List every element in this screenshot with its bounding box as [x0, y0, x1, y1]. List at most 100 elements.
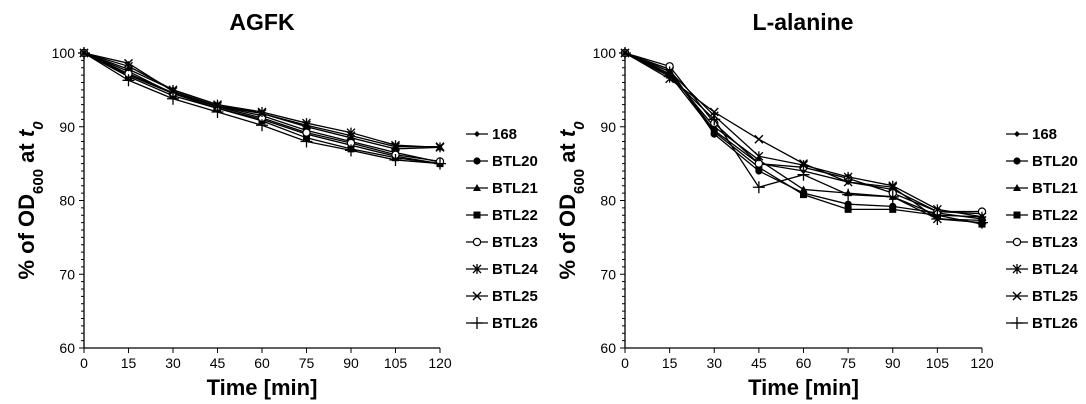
data-point — [800, 191, 807, 199]
legend-item: BTL25 — [466, 288, 538, 305]
legend-label: BTL22 — [492, 207, 538, 224]
y-tick-label: 100 — [593, 45, 617, 61]
x-tick-label: 45 — [751, 355, 767, 371]
legend-label: BTL21 — [1032, 180, 1078, 197]
y-tick-label: 80 — [600, 193, 616, 209]
y-tick-label: 100 — [52, 45, 76, 61]
x-tick-label: 105 — [384, 355, 408, 371]
series-line — [83, 52, 441, 150]
legend-item: BTL25 — [1006, 288, 1078, 305]
data-point — [257, 108, 267, 118]
data-point — [345, 144, 357, 157]
legend-label: BTL25 — [492, 288, 538, 305]
y-tick-label: 60 — [600, 340, 616, 356]
x-tick-label: 30 — [706, 355, 722, 371]
data-point — [256, 119, 268, 132]
legend-item: BTL22 — [1006, 207, 1078, 224]
y-axis-title-part: 0 — [571, 121, 588, 130]
legend-item: BTL24 — [466, 261, 539, 278]
legend-label: BTL24 — [1032, 261, 1079, 278]
series-line — [83, 52, 441, 149]
y-axis-title: % of OD600 at t0 — [14, 121, 47, 280]
y-axis-title-part: 0 — [30, 121, 47, 130]
legend-item: 168 — [466, 126, 517, 143]
data-point — [843, 177, 853, 187]
legend-label: BTL21 — [492, 180, 538, 197]
data-point — [886, 190, 899, 203]
y-axis-title-part: % of OD — [555, 194, 580, 280]
data-point — [434, 157, 446, 170]
data-point — [211, 106, 224, 118]
chart-panel-1: AGFK 60 70 80 90 100 0 15 30 45 60 75 90 105 120 Time [… — [14, 9, 539, 400]
data-point — [300, 135, 313, 148]
legend-item: BTL21 — [466, 180, 538, 197]
legend-label: BTL22 — [1032, 207, 1078, 224]
data-point — [122, 74, 135, 87]
legend-marker — [1012, 237, 1022, 247]
x-tick-label: 60 — [254, 355, 270, 371]
legend-item: BTL23 — [466, 234, 538, 251]
legend-label: BTL26 — [1032, 315, 1078, 332]
x-tick-label: 60 — [796, 355, 812, 371]
x-tick-label: 45 — [210, 355, 226, 371]
data-point — [709, 107, 719, 117]
legend-label: BTL25 — [1032, 288, 1078, 305]
series-BTL25 — [79, 48, 445, 152]
series-line — [83, 52, 440, 148]
legend-item: 168 — [1006, 126, 1057, 143]
data-point — [799, 185, 808, 193]
legend-label: BTL20 — [1032, 153, 1078, 170]
data-point — [844, 205, 852, 213]
legend-marker — [471, 317, 483, 329]
legend-marker — [1014, 131, 1020, 137]
legend-marker — [472, 264, 482, 274]
data-point — [797, 168, 810, 181]
legend-item: BTL20 — [466, 153, 538, 170]
data-point — [346, 131, 356, 141]
series-BTL26 — [78, 47, 446, 170]
legend-item: BTL22 — [466, 207, 538, 224]
data-point — [931, 212, 944, 225]
y-tick-label: 90 — [59, 119, 75, 135]
data-point — [391, 142, 400, 152]
legend-item: BTL23 — [1006, 234, 1078, 251]
data-point — [976, 216, 988, 229]
data-point — [124, 58, 133, 68]
data-point — [302, 128, 311, 137]
legend-marker — [1013, 211, 1021, 219]
legend-marker — [473, 211, 481, 219]
x-tick-label: 30 — [165, 355, 181, 371]
data-point — [663, 70, 676, 83]
series-BTL26 — [619, 47, 988, 229]
data-point — [889, 205, 897, 213]
y-tick-label: 80 — [59, 193, 75, 209]
legend-marker — [1012, 291, 1022, 301]
legend-marker — [1012, 264, 1022, 274]
series-BTL21 — [80, 49, 444, 152]
data-point — [710, 128, 718, 136]
y-tick-label: 90 — [600, 119, 616, 135]
data-point — [619, 47, 631, 59]
y-axis-title-part: % of OD — [14, 194, 39, 280]
data-point — [708, 113, 721, 126]
legend-marker — [472, 291, 482, 301]
x-tick-label: 90 — [343, 355, 359, 371]
legend-label: 168 — [492, 126, 517, 143]
x-tick-label: 120 — [428, 355, 452, 371]
x-axis-title: Time [min] — [207, 375, 318, 400]
legend-label: BTL26 — [492, 315, 538, 332]
legend-marker — [1013, 157, 1021, 165]
data-point — [888, 182, 898, 192]
legend-label: BTL23 — [1032, 234, 1078, 251]
data-point — [168, 86, 178, 96]
legend-label: BTL23 — [492, 234, 538, 251]
data-point — [799, 159, 808, 169]
legend-label: BTL20 — [492, 153, 538, 170]
x-tick-label: 75 — [840, 355, 856, 371]
legend-marker — [473, 184, 481, 191]
y-axis-title-part: at — [555, 137, 580, 169]
data-point — [167, 92, 179, 105]
series-BTL25 — [620, 48, 987, 225]
y-axis-title-part: 600 — [30, 169, 47, 194]
